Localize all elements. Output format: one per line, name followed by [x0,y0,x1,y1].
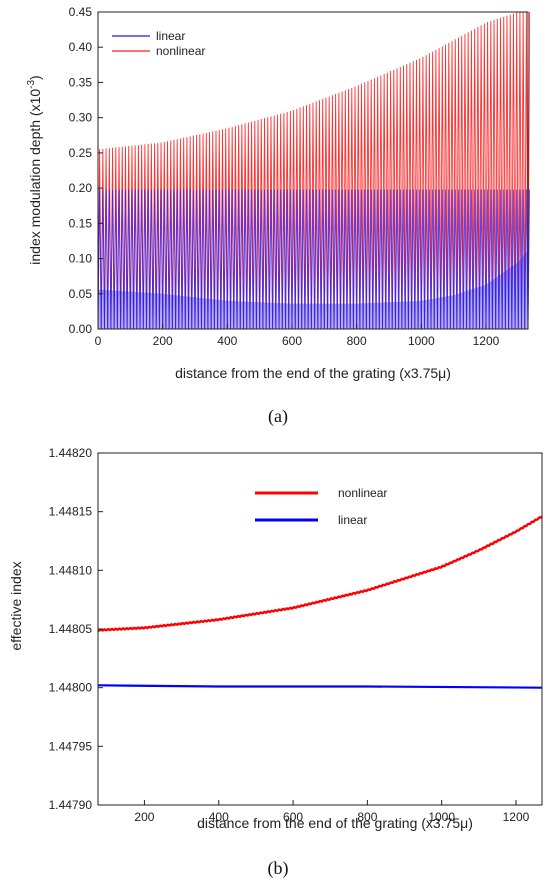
chart-a-panel-label: (a) [268,406,288,427]
a-y-tick-label: 0.25 [69,146,93,160]
b-y-tick-label: 1.44810 [49,563,93,577]
b-x-tick-label: 1200 [503,810,530,824]
a-x-tick-label: 600 [282,334,302,348]
a-y-tick-label: 0.30 [69,111,93,125]
b-y-tick-label: 1.44790 [49,798,93,812]
chart-b-series-nonlinear [97,515,543,632]
chart-a-x-axis-label: distance from the end of the grating (x3… [175,365,451,381]
chart-b-series-linear [97,684,543,689]
chart-a-frame [97,11,529,330]
b-x-tick-label: 400 [209,810,229,824]
a-x-tick-label: 800 [347,334,367,348]
b-y-tick-label: 1.44815 [49,505,93,519]
chart-b-panel-label: (b) [268,858,289,879]
chart-a-series [97,11,531,330]
chart-a-legend: linear nonlinear [112,29,205,58]
a-y-tick-label: 0.15 [69,216,93,230]
b-x-tick-label: 800 [357,810,377,824]
chart-b-legend: nonlinear linear [255,486,387,527]
a-y-tick-label: 0.00 [69,322,93,336]
chart-a-y-axis-label-close: ) [27,75,43,80]
a-x-tick-label: 0 [95,334,102,348]
chart-a-y-ticks: 0.00 0.05 0.10 0.15 0.20 0.25 0.30 0.35 0.40 0.45 [69,5,103,336]
a-y-tick-label: 0.45 [69,5,93,19]
a-x-tick-label: 400 [217,334,237,348]
chart-a-legend-label-linear: linear [156,29,185,43]
a-x-tick-label: 200 [153,334,173,348]
b-y-tick-label: 1.44805 [49,622,93,636]
b-y-tick-label: 1.44800 [49,681,93,695]
b-y-tick-label: 1.44820 [49,446,93,460]
a-y-tick-label: 0.20 [69,181,93,195]
chart-a-y-axis-label-main: index modulation depth (x10 [27,89,43,265]
chart-b-legend-label-nonlinear: nonlinear [338,486,387,500]
chart-a: 0 200 400 600 800 1000 1200 0.000.050.100.150.… [26,5,531,427]
b-y-tick-label: 1.44795 [49,739,93,753]
chart-b-y-ticks: 1.44790 1.44795 1.44800 1.44805 1.44810 1.448… [49,446,103,812]
chart-b-legend-label-linear: linear [338,513,367,527]
chart-b-x-ticks: 200 400 600 800 1000 1200 [134,800,530,824]
chart-a-series-linear [97,189,531,330]
chart-b-x-axis-label: distance from the end of the grating (x3… [197,815,473,831]
b-x-tick-label: 200 [134,810,154,824]
a-y-tick-label: 0.05 [69,287,93,301]
a-x-tick-label: 1000 [408,334,435,348]
a-x-tick-label: 1200 [473,334,500,348]
chart-a-x-ticks: 0 200 400 600 800 1000 1200 [95,324,500,348]
b-x-tick-label: 600 [283,810,303,824]
chart-b-y-axis-label: effective index [8,561,24,650]
chart-b: 200 400 600 800 1000 1200 1.44790 1.44795 1.448… [8,446,543,879]
chart-a-legend-label-nonlinear: nonlinear [156,44,205,58]
chart-b-series [97,515,543,689]
chart-a-y-axis-label: index modulation depth (x10-3) [26,75,43,264]
a-y-tick-label: 0.40 [69,40,93,54]
chart-b-frame [97,452,543,806]
a-y-tick-label: 0.10 [69,252,93,266]
b-x-tick-label: 1000 [428,810,455,824]
chart-a-series-linear-band [98,250,528,329]
a-y-tick-label: 0.35 [69,75,93,89]
chart-a-y-axis-label-exponent: -3 [26,80,37,89]
